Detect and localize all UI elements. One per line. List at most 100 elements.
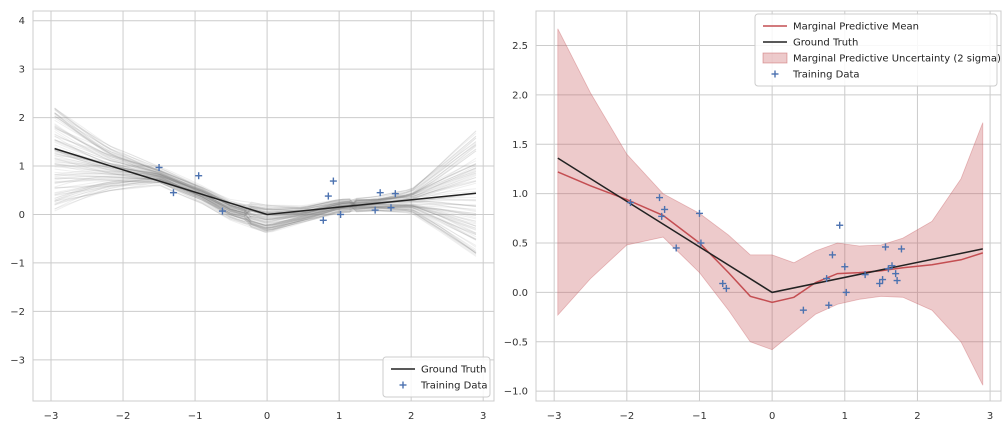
posterior-sample-line xyxy=(54,181,477,226)
posterior-sample-line xyxy=(54,144,477,222)
posterior-sample-line xyxy=(54,131,477,229)
posterior-sample-line xyxy=(54,144,477,221)
posterior-sample-line xyxy=(54,155,477,230)
posterior-sample-line xyxy=(54,185,477,231)
posterior-sample-line xyxy=(54,179,477,233)
y-tick-label: −0.5 xyxy=(504,337,528,348)
posterior-sample-line xyxy=(54,181,477,227)
training-data-point xyxy=(884,265,892,273)
plot-frame xyxy=(535,10,1002,402)
y-tick-label: 2.5 xyxy=(512,41,528,52)
training-data-point xyxy=(695,209,703,217)
x-tick-label: −1 xyxy=(692,411,707,422)
training-data-point xyxy=(799,306,807,314)
posterior-sample-line xyxy=(54,163,477,241)
posterior-sample-line xyxy=(54,137,477,217)
training-data-point xyxy=(391,190,399,198)
training-data-point xyxy=(828,251,836,259)
training-data-point xyxy=(879,276,887,284)
legend-label: Marginal Predictive Uncertainty (2 sigma… xyxy=(793,54,1001,65)
y-tick-label: 1.0 xyxy=(512,189,528,200)
posterior-sample-line xyxy=(54,170,477,215)
legend: Ground Truth Training Data xyxy=(382,356,491,398)
right-plot-predictive: −3 −2 −1 0 1 2 3 −1.0 −0.5 0.0 0.5 1.0 1.5 2.0 2.5 Marg… xyxy=(504,10,1002,422)
posterior-sample-line xyxy=(54,165,477,220)
training-data-point xyxy=(697,239,705,247)
posterior-sample-line xyxy=(54,139,477,240)
posterior-sample-line xyxy=(54,148,477,223)
legend-box xyxy=(382,356,491,398)
x-tick-label: 1 xyxy=(842,411,848,422)
posterior-sample-line xyxy=(54,164,477,231)
posterior-sample-line xyxy=(54,175,477,254)
plot-background xyxy=(33,11,494,401)
posterior-sample-line xyxy=(54,162,477,220)
posterior-sample-line xyxy=(54,109,477,254)
posterior-sample-line xyxy=(54,140,477,234)
legend-label: Ground Truth xyxy=(793,38,858,49)
ground-truth-line xyxy=(54,147,477,216)
posterior-sample-line xyxy=(54,159,477,213)
training-data-point xyxy=(329,177,337,185)
posterior-sample-line xyxy=(54,135,477,214)
x-tick-label: 0 xyxy=(264,411,270,422)
training-data-point xyxy=(387,204,395,212)
training-data-point xyxy=(861,271,869,279)
posterior-sample-line xyxy=(54,108,477,232)
training-data-point xyxy=(842,288,850,296)
posterior-sample-line xyxy=(54,124,477,235)
y-tick-label: 2 xyxy=(19,113,25,124)
posterior-sample-line xyxy=(54,146,477,227)
training-data-point xyxy=(169,189,177,197)
posterior-sample-line xyxy=(54,171,477,221)
posterior-sample-line xyxy=(54,117,477,222)
training-data-point xyxy=(841,263,849,271)
posterior-sample-line xyxy=(54,133,477,226)
posterior-sample-line xyxy=(54,175,477,248)
posterior-sample-line xyxy=(54,115,477,228)
training-data-point xyxy=(876,280,884,288)
legend-label: Ground Truth xyxy=(421,365,486,376)
posterior-sample-line xyxy=(54,141,477,257)
training-data-point xyxy=(376,189,384,197)
training-data-point xyxy=(897,245,905,253)
y-tick-label: 1 xyxy=(19,162,25,173)
y-tick-label: 3 xyxy=(19,65,25,76)
training-data-point xyxy=(337,210,345,218)
posterior-sample-line xyxy=(54,158,477,224)
training-data-point xyxy=(823,275,831,283)
posterior-sample-line xyxy=(54,160,477,213)
posterior-sample-line xyxy=(54,130,477,227)
training-data-points xyxy=(626,194,905,314)
y-tick-label: −1.0 xyxy=(504,387,528,398)
posterior-sample-line xyxy=(54,184,477,229)
posterior-sample-line xyxy=(54,148,477,227)
training-data-point xyxy=(719,280,727,288)
training-data-point xyxy=(836,221,844,229)
x-tick-label: 3 xyxy=(480,411,486,422)
training-data-point xyxy=(324,192,332,200)
posterior-sample-line xyxy=(54,150,477,218)
training-data-point xyxy=(893,277,901,285)
legend-box xyxy=(754,13,998,87)
plot-area xyxy=(557,28,984,386)
training-data-point xyxy=(825,301,833,309)
posterior-sample-line xyxy=(54,178,477,256)
posterior-sample-line xyxy=(54,130,477,229)
posterior-sample-line xyxy=(54,149,477,241)
legend-label: Training Data xyxy=(420,381,488,392)
posterior-sample-line xyxy=(54,153,477,247)
posterior-sample-line xyxy=(54,127,477,216)
plot-frame xyxy=(32,10,495,402)
posterior-sample-line xyxy=(54,128,477,230)
training-data-point xyxy=(218,207,226,215)
posterior-sample-line xyxy=(54,123,477,223)
posterior-sample-line xyxy=(54,150,477,233)
posterior-sample-line xyxy=(54,155,477,217)
training-data-point xyxy=(658,212,666,220)
posterior-sample-line xyxy=(54,135,477,233)
posterior-sample-line xyxy=(54,108,477,219)
x-tick-label: −2 xyxy=(116,411,131,422)
training-data-point xyxy=(656,194,664,202)
training-data-point xyxy=(195,172,203,180)
